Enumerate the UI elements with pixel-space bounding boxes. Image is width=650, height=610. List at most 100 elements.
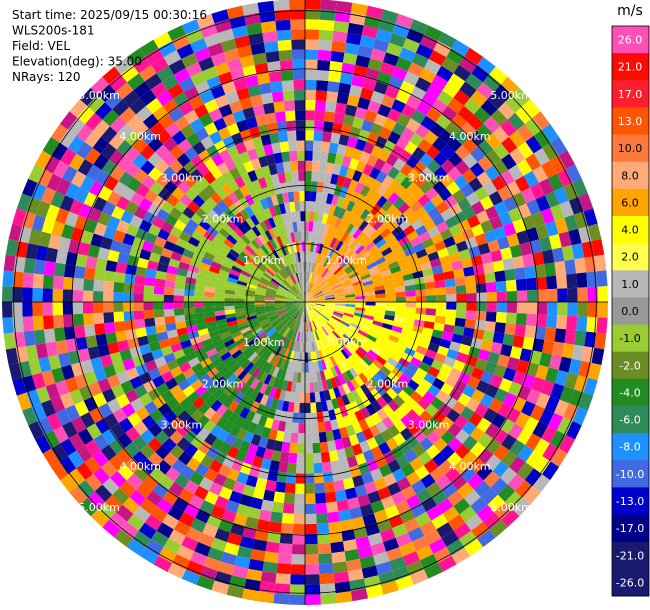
ppi-cell bbox=[344, 331, 354, 341]
ppi-cell bbox=[289, 288, 298, 296]
ppi-cell bbox=[181, 569, 200, 585]
ppi-cell bbox=[132, 530, 151, 548]
ppi-cell bbox=[350, 389, 361, 401]
ppi-cell bbox=[374, 135, 388, 149]
ppi-cell bbox=[444, 216, 458, 229]
ppi-cell bbox=[369, 269, 381, 277]
ppi-cell bbox=[364, 415, 376, 428]
ppi-cell bbox=[177, 213, 191, 225]
ppi-cell bbox=[286, 411, 294, 423]
ppi-cell bbox=[306, 282, 310, 293]
ppi-cell bbox=[290, 211, 297, 223]
ppi-cell bbox=[215, 314, 226, 321]
ppi-cell bbox=[267, 122, 279, 135]
ppi-cell bbox=[273, 440, 283, 452]
ppi-cell bbox=[453, 325, 465, 336]
ppi-cell bbox=[266, 253, 276, 263]
ppi-cell bbox=[314, 391, 321, 403]
ppi-cell bbox=[311, 309, 320, 317]
ppi-cell bbox=[296, 221, 302, 232]
ppi-cell bbox=[116, 370, 130, 385]
ppi-cell bbox=[310, 310, 316, 320]
ppi-cell bbox=[391, 523, 408, 538]
ppi-cell bbox=[155, 324, 167, 334]
ppi-cell bbox=[273, 333, 282, 343]
ppi-cell bbox=[423, 459, 439, 474]
ppi-cell bbox=[233, 366, 245, 378]
ppi-cell bbox=[291, 252, 297, 263]
ppi-cell bbox=[439, 255, 452, 266]
ppi-cell bbox=[239, 273, 250, 281]
ppi-cell bbox=[263, 448, 274, 461]
ppi-cell bbox=[294, 100, 305, 111]
ppi-cell bbox=[77, 106, 95, 124]
ppi-cell bbox=[191, 230, 204, 242]
ppi-cell bbox=[372, 320, 383, 327]
ppi-cell bbox=[383, 52, 400, 67]
ppi-cell bbox=[302, 312, 305, 323]
ppi-cell bbox=[305, 302, 314, 309]
ppi-cell bbox=[355, 205, 366, 218]
ppi-cell bbox=[322, 325, 331, 335]
ppi-cell bbox=[354, 106, 368, 120]
ppi-cell bbox=[206, 75, 222, 90]
colorbar-segment bbox=[612, 107, 649, 136]
ppi-cell bbox=[276, 308, 287, 313]
ppi-cell bbox=[327, 334, 335, 345]
ppi-cell bbox=[410, 569, 429, 585]
ppi-cell bbox=[426, 295, 437, 302]
ppi-cell bbox=[300, 302, 305, 312]
ppi-cell bbox=[302, 292, 305, 302]
ppi-cell bbox=[365, 302, 376, 306]
ppi-cell bbox=[501, 450, 518, 468]
ppi-cell bbox=[272, 249, 280, 260]
ppi-cell bbox=[457, 197, 472, 212]
ppi-cell bbox=[127, 513, 145, 531]
ppi-cell bbox=[321, 338, 328, 349]
ppi-cell bbox=[87, 491, 105, 510]
ppi-cell bbox=[301, 292, 305, 302]
ppi-cell bbox=[284, 421, 293, 433]
ppi-cell bbox=[359, 87, 374, 101]
ppi-cell bbox=[477, 349, 491, 362]
ppi-cell bbox=[138, 371, 152, 385]
ppi-cell bbox=[297, 295, 305, 302]
ppi-cell bbox=[94, 268, 106, 281]
ppi-cell bbox=[125, 201, 139, 215]
ppi-cell bbox=[265, 308, 276, 313]
ppi-cell bbox=[532, 111, 551, 130]
ppi-cell bbox=[359, 35, 376, 49]
ppi-cell bbox=[313, 291, 323, 297]
ppi-cell bbox=[369, 167, 381, 180]
ppi-cell bbox=[453, 64, 472, 82]
ppi-cell bbox=[297, 150, 305, 161]
ppi-cell bbox=[84, 267, 96, 280]
ppi-cell bbox=[135, 406, 150, 421]
ppi-cell bbox=[312, 287, 320, 296]
ppi-cell bbox=[206, 320, 218, 329]
ppi-cell bbox=[140, 160, 155, 175]
ppi-cell bbox=[414, 283, 426, 291]
ppi-cell bbox=[117, 252, 130, 265]
ppi-cell bbox=[334, 295, 346, 299]
ppi-cell bbox=[223, 542, 240, 556]
ppi-cell bbox=[115, 82, 134, 100]
ppi-cell bbox=[133, 284, 145, 294]
ppi-cell bbox=[162, 98, 179, 115]
ppi-cell bbox=[216, 187, 228, 200]
ppi-cell bbox=[476, 123, 493, 140]
ppi-cell bbox=[516, 359, 530, 374]
ppi-cell bbox=[325, 347, 333, 358]
ppi-cell bbox=[23, 257, 36, 274]
ppi-cell bbox=[464, 275, 476, 286]
ppi-cell bbox=[45, 383, 60, 400]
ppi-cell bbox=[332, 342, 341, 353]
ppi-cell bbox=[338, 274, 349, 282]
ppi-cell bbox=[260, 259, 270, 269]
ppi-cell bbox=[440, 444, 455, 460]
ppi-cell bbox=[130, 398, 145, 412]
ppi-cell bbox=[225, 285, 236, 291]
ppi-cell bbox=[370, 179, 382, 192]
ppi-cell bbox=[395, 532, 412, 548]
ppi-cell bbox=[540, 380, 555, 397]
